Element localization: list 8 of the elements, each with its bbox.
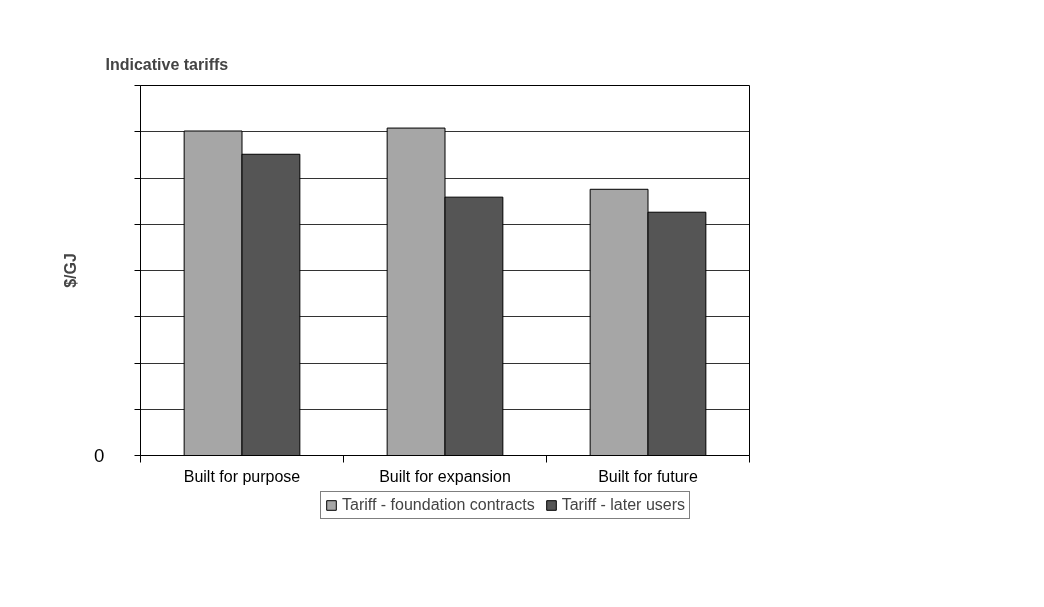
x-tick-label: Built for expansion bbox=[379, 467, 511, 485]
legend-label: Tariff - later users bbox=[561, 496, 685, 514]
x-tick-label: Built for future bbox=[598, 467, 698, 485]
chart-title: Indicative tariffs bbox=[105, 56, 229, 73]
y-axis-title: $/GJ bbox=[62, 253, 80, 288]
text: 0 bbox=[94, 445, 105, 466]
x-tick-label: Built for purpose bbox=[183, 467, 301, 485]
legend-label: Tariff - foundation contracts bbox=[342, 496, 535, 514]
